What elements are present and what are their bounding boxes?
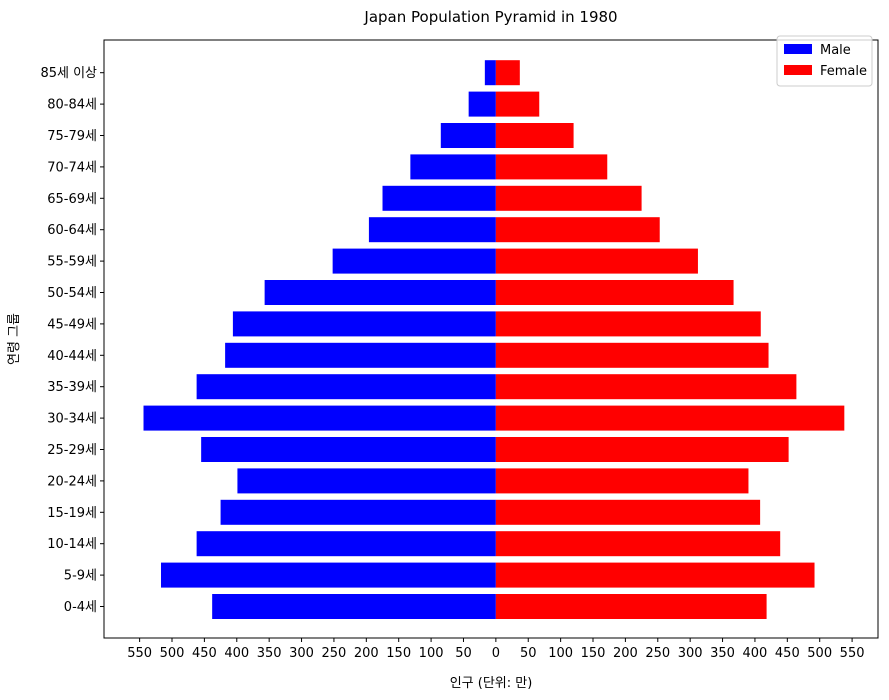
y-tick-label: 60-64세 <box>47 223 97 238</box>
bar-male-20-24세 <box>237 468 496 494</box>
y-tick-label: 70-74세 <box>47 160 97 175</box>
y-tick-label: 55-59세 <box>47 255 97 270</box>
bar-male-60-64세 <box>368 217 496 243</box>
bar-female-70-74세 <box>495 154 608 180</box>
bar-female-40-44세 <box>495 342 769 368</box>
bar-female-25-29세 <box>495 437 789 462</box>
chart-title: Japan Population Pyramid in 1980 <box>363 8 617 26</box>
y-tick-label: 75-79세 <box>47 129 97 144</box>
bar-male-75-79세 <box>440 123 496 148</box>
y-tick-label: 10-14세 <box>47 537 97 552</box>
x-tick-label: 50 <box>520 646 537 661</box>
legend-swatch-male <box>784 44 812 54</box>
x-tick-label: 400 <box>743 646 768 661</box>
y-tick-label: 30-34세 <box>47 412 97 427</box>
bar-female-80-84세 <box>495 91 540 117</box>
bar-male-50-54세 <box>264 280 496 305</box>
y-tick-label: 40-44세 <box>47 349 97 364</box>
x-tick-label: 350 <box>257 646 282 661</box>
y-tick-label: 45-49세 <box>47 317 97 332</box>
x-tick-label: 550 <box>127 646 152 661</box>
x-tick-label: 100 <box>419 646 444 661</box>
y-tick-label: 50-54세 <box>47 286 97 301</box>
x-tick-label: 450 <box>775 646 800 661</box>
bar-male-15-19세 <box>220 499 496 525</box>
bar-male-55-59세 <box>332 248 496 274</box>
x-tick-label: 0 <box>492 646 500 661</box>
legend: Male Female <box>776 35 873 87</box>
bars-group <box>143 60 845 619</box>
bar-female-35-39세 <box>495 374 797 400</box>
x-tick-label: 300 <box>678 646 703 661</box>
x-axis-label: 인구 (단위: 만) <box>450 676 533 691</box>
bar-male-85세 이상 <box>484 60 496 86</box>
bar-male-0-4세 <box>212 594 496 619</box>
y-tick-label: 85세 이상 <box>40 66 97 81</box>
x-tick-label: 250 <box>645 646 670 661</box>
x-tick-label: 500 <box>807 646 832 661</box>
bar-male-45-49세 <box>232 311 496 337</box>
y-axis-label: 연령 그룹 <box>7 313 22 365</box>
bar-female-65-69세 <box>495 185 642 211</box>
bar-female-30-34세 <box>495 405 845 431</box>
bar-female-10-14세 <box>495 531 781 557</box>
x-tick-label: 350 <box>710 646 735 661</box>
bar-male-40-44세 <box>225 342 496 368</box>
plot-frame <box>103 39 879 639</box>
x-tick-label: 400 <box>224 646 249 661</box>
bar-male-70-74세 <box>410 154 496 180</box>
x-tick-label: 50 <box>455 646 472 661</box>
bar-female-85세 이상 <box>495 60 520 86</box>
legend-label-male: Male <box>820 43 851 58</box>
x-tick-label: 150 <box>386 646 411 661</box>
y-axis: 0-4세 5-9세 10-14세 15-19세 20-24세 25-29세 30-34세 35… <box>40 66 104 615</box>
bar-female-50-54세 <box>495 280 734 305</box>
x-tick-label: 200 <box>354 646 379 661</box>
y-tick-label: 25-29세 <box>47 443 97 458</box>
y-tick-label: 35-39세 <box>47 380 97 395</box>
x-tick-label: 550 <box>840 646 865 661</box>
x-tick-label: 250 <box>322 646 347 661</box>
bar-female-55-59세 <box>495 248 698 274</box>
y-tick-label: 80-84세 <box>47 98 97 113</box>
bar-female-0-4세 <box>495 594 767 619</box>
bar-female-45-49세 <box>495 311 761 337</box>
y-tick-label: 20-24세 <box>47 474 97 489</box>
y-tick-label: 5-9세 <box>64 569 97 584</box>
y-tick-label: 65-69세 <box>47 192 97 207</box>
x-tick-label: 500 <box>160 646 185 661</box>
bar-male-65-69세 <box>382 185 496 211</box>
x-tick-label: 300 <box>289 646 314 661</box>
legend-label-female: Female <box>820 64 867 79</box>
x-tick-label: 450 <box>192 646 217 661</box>
bar-male-35-39세 <box>196 374 496 400</box>
bar-male-80-84세 <box>468 91 496 117</box>
y-tick-label: 15-19세 <box>47 506 97 521</box>
bar-female-15-19세 <box>495 499 761 525</box>
bar-female-75-79세 <box>495 123 574 148</box>
x-axis: 550 500 450 400 350 300 250 200 150 100 50 0 50 100 15… <box>127 638 865 661</box>
x-tick-label: 100 <box>548 646 573 661</box>
bar-female-20-24세 <box>495 468 749 494</box>
y-tick-label: 0-4세 <box>64 600 97 615</box>
bar-male-10-14세 <box>196 531 496 557</box>
bar-female-60-64세 <box>495 217 660 243</box>
bar-male-5-9세 <box>160 562 496 588</box>
bar-male-30-34세 <box>143 405 496 431</box>
x-tick-label: 200 <box>613 646 638 661</box>
x-tick-label: 150 <box>581 646 606 661</box>
bar-male-25-29세 <box>201 437 496 462</box>
bar-female-5-9세 <box>495 562 815 588</box>
legend-swatch-female <box>784 65 812 75</box>
